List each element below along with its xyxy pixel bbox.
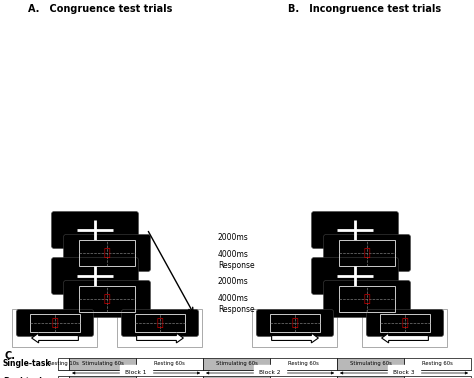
Text: 左: 左 bbox=[292, 318, 298, 328]
FancyBboxPatch shape bbox=[118, 309, 202, 347]
FancyBboxPatch shape bbox=[311, 257, 399, 294]
Text: Stimulating 60s: Stimulating 60s bbox=[350, 361, 392, 367]
Bar bbox=[381, 314, 429, 332]
Text: 左: 左 bbox=[52, 318, 58, 328]
FancyBboxPatch shape bbox=[17, 310, 94, 336]
Text: 右: 右 bbox=[157, 318, 164, 328]
FancyBboxPatch shape bbox=[52, 212, 138, 248]
FancyBboxPatch shape bbox=[64, 234, 151, 271]
FancyBboxPatch shape bbox=[64, 280, 151, 318]
Text: 4000ms
Response: 4000ms Response bbox=[218, 250, 255, 270]
Bar bbox=[337, 358, 404, 370]
Bar bbox=[30, 314, 80, 332]
Bar bbox=[136, 376, 203, 378]
Bar bbox=[404, 358, 471, 370]
Bar bbox=[339, 240, 395, 266]
Bar bbox=[271, 314, 319, 332]
Text: Resting 10s: Resting 10s bbox=[48, 361, 79, 367]
FancyBboxPatch shape bbox=[256, 310, 334, 336]
Text: Resting 60s: Resting 60s bbox=[154, 361, 185, 367]
Bar bbox=[270, 358, 337, 370]
Text: 右: 右 bbox=[104, 294, 110, 304]
Polygon shape bbox=[32, 333, 78, 343]
Text: Single-task: Single-task bbox=[3, 359, 52, 369]
Bar bbox=[79, 286, 135, 312]
FancyBboxPatch shape bbox=[311, 212, 399, 248]
Text: 4000ms
Response: 4000ms Response bbox=[218, 294, 255, 314]
Text: Block 1: Block 1 bbox=[126, 370, 147, 375]
Bar bbox=[337, 376, 404, 378]
Text: Stimulating 60s: Stimulating 60s bbox=[216, 361, 257, 367]
Text: C.: C. bbox=[5, 351, 16, 361]
Text: Stimulating 60s: Stimulating 60s bbox=[82, 361, 124, 367]
Text: 右: 右 bbox=[364, 294, 370, 304]
Bar bbox=[404, 376, 471, 378]
Text: Block 3: Block 3 bbox=[393, 370, 415, 375]
Bar bbox=[58, 358, 69, 370]
Bar bbox=[58, 376, 69, 378]
FancyBboxPatch shape bbox=[363, 309, 447, 347]
FancyBboxPatch shape bbox=[323, 234, 410, 271]
Bar bbox=[79, 240, 135, 266]
Text: 2000ms: 2000ms bbox=[218, 234, 249, 243]
FancyBboxPatch shape bbox=[323, 280, 410, 318]
Bar bbox=[136, 314, 184, 332]
Text: 左: 左 bbox=[364, 248, 370, 258]
Bar bbox=[69, 376, 136, 378]
Bar bbox=[69, 358, 136, 370]
Polygon shape bbox=[272, 333, 319, 343]
Bar bbox=[203, 358, 270, 370]
FancyBboxPatch shape bbox=[52, 257, 138, 294]
Text: A.   Congruence test trials: A. Congruence test trials bbox=[28, 4, 172, 14]
Text: Resting 60s: Resting 60s bbox=[422, 361, 453, 367]
Text: 左: 左 bbox=[104, 248, 110, 258]
FancyBboxPatch shape bbox=[366, 310, 444, 336]
Text: Resting 60s: Resting 60s bbox=[288, 361, 319, 367]
Bar bbox=[270, 376, 337, 378]
Text: 右: 右 bbox=[401, 318, 408, 328]
FancyBboxPatch shape bbox=[121, 310, 199, 336]
Text: Block 2: Block 2 bbox=[259, 370, 281, 375]
FancyBboxPatch shape bbox=[12, 309, 98, 347]
Bar bbox=[339, 286, 395, 312]
Polygon shape bbox=[137, 333, 183, 343]
Text: B.   Incongruence test trials: B. Incongruence test trials bbox=[289, 4, 442, 14]
Polygon shape bbox=[382, 333, 428, 343]
Bar bbox=[136, 358, 203, 370]
Bar bbox=[203, 376, 270, 378]
FancyBboxPatch shape bbox=[253, 309, 337, 347]
Text: 2000ms: 2000ms bbox=[218, 277, 249, 287]
